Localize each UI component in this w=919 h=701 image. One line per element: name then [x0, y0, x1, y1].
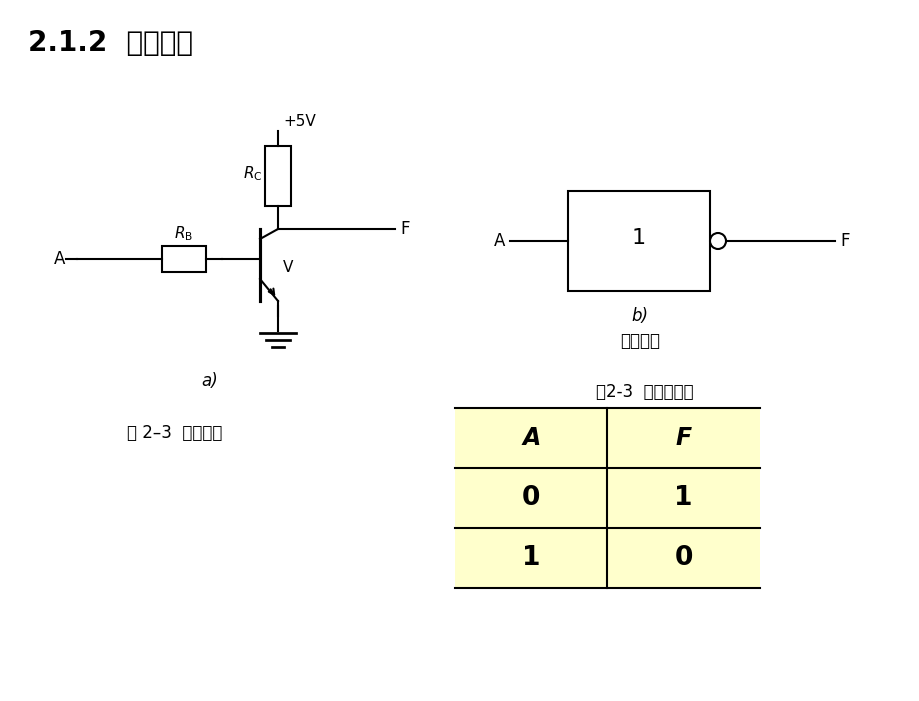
- Text: 1: 1: [521, 545, 540, 571]
- Bar: [162, 246, 206, 272]
- Text: 0: 0: [521, 485, 539, 511]
- Text: 2.1.2  非门电路: 2.1.2 非门电路: [28, 29, 193, 57]
- Bar: [455, 408, 759, 588]
- Text: A: A: [522, 426, 539, 450]
- Bar: [265, 146, 290, 206]
- Text: +5V: +5V: [283, 114, 315, 129]
- Circle shape: [709, 233, 725, 249]
- Text: b): b): [630, 307, 648, 325]
- Text: 逻辑符号: 逻辑符号: [619, 332, 659, 350]
- Text: F: F: [839, 232, 848, 250]
- Text: F: F: [400, 220, 409, 238]
- Text: A: A: [494, 232, 505, 250]
- Text: 图 2–3  非门电路: 图 2–3 非门电路: [127, 424, 222, 442]
- Text: V: V: [283, 259, 293, 275]
- Text: 表2-3  非门真値表: 表2-3 非门真値表: [596, 383, 693, 401]
- Text: 1: 1: [631, 228, 645, 248]
- Text: a): a): [201, 372, 218, 390]
- Text: F: F: [675, 426, 691, 450]
- Text: A: A: [53, 250, 65, 268]
- Text: $R_\mathrm{B}$: $R_\mathrm{B}$: [175, 224, 193, 243]
- Text: 0: 0: [674, 545, 692, 571]
- Text: 1: 1: [674, 485, 692, 511]
- Bar: [567, 191, 709, 291]
- Text: $R_\mathrm{C}$: $R_\mathrm{C}$: [243, 165, 262, 184]
